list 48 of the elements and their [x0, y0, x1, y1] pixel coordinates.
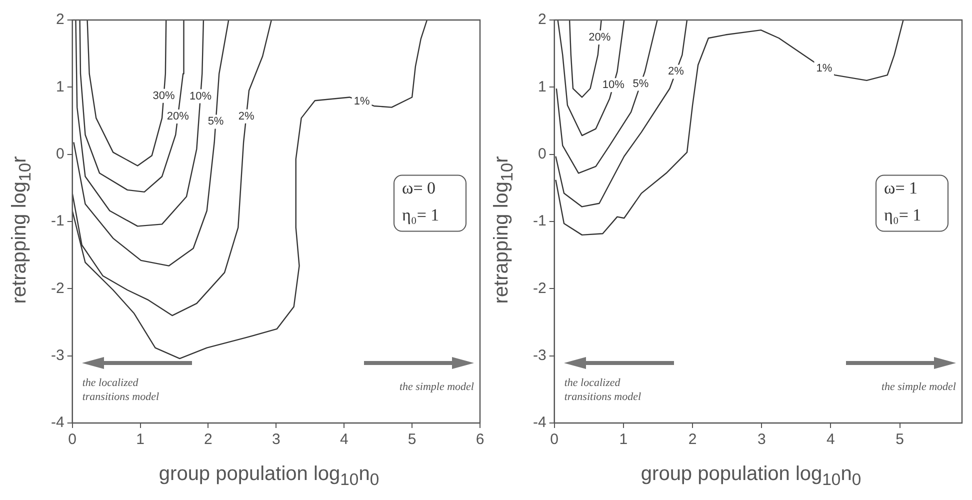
- y-tick-label: -2: [50, 280, 64, 297]
- y-tick-label: 2: [56, 11, 64, 28]
- x-tick-label: 4: [340, 431, 348, 448]
- y-tick-label: 2: [538, 11, 546, 28]
- annotation: the simple model: [399, 380, 474, 393]
- series-label: 1%: [816, 62, 832, 74]
- series-label: 20%: [588, 31, 611, 44]
- y-tick-label: 1: [538, 78, 546, 96]
- y-tick-label: 1: [56, 78, 64, 96]
- series-label: 2%: [668, 66, 684, 78]
- series-label: 20%: [166, 110, 190, 123]
- y-tick-label: 0: [538, 145, 546, 162]
- x-tick-label: 5: [408, 431, 416, 448]
- annotation: the localized transitions model: [82, 376, 160, 403]
- y-tick-label: -1: [50, 212, 64, 230]
- x-tick-label: 3: [757, 431, 766, 448]
- annotation: the localized transitions model: [564, 376, 642, 403]
- series-label: 10%: [602, 79, 625, 92]
- x-tick-label: 0: [550, 431, 559, 448]
- x-tick-label: 3: [272, 431, 280, 448]
- annotation: η₀= 1: [884, 206, 922, 225]
- y-tick-label: -4: [532, 414, 546, 432]
- series-label: 5%: [632, 78, 649, 90]
- series-label: 2%: [238, 110, 254, 122]
- series-label: 1%: [354, 96, 370, 108]
- y-tick-label: -2: [532, 280, 546, 297]
- x-tick-label: 0: [68, 431, 77, 448]
- y-tick-label: -4: [50, 414, 64, 432]
- y-tick-label: -1: [532, 212, 546, 230]
- series-label: 5%: [208, 116, 224, 128]
- series-label: 10%: [189, 90, 212, 102]
- x-axis-title: group population log$_{10}$n$_{0}$: [640, 463, 862, 490]
- annotation: ω= 1: [884, 178, 918, 198]
- x-tick-label: 6: [476, 431, 484, 448]
- x-axis-title: group population log$_{10}$n$_{0}$: [158, 463, 380, 490]
- y-tick-label: 0: [56, 145, 64, 162]
- y-tick-label: -3: [532, 346, 546, 364]
- series-label: 30%: [152, 90, 175, 102]
- x-tick-label: 5: [896, 431, 904, 448]
- x-tick-label: 4: [826, 431, 835, 448]
- x-tick-label: 2: [688, 431, 697, 448]
- x-tick-label: 2: [204, 431, 212, 448]
- y-tick-label: -3: [50, 346, 64, 364]
- x-tick-label: 1: [619, 431, 628, 448]
- annotation: the simple model: [881, 380, 956, 393]
- annotation: η₀= 1: [402, 206, 440, 225]
- x-tick-label: 1: [136, 431, 144, 448]
- annotation: ω= 0: [402, 178, 436, 198]
